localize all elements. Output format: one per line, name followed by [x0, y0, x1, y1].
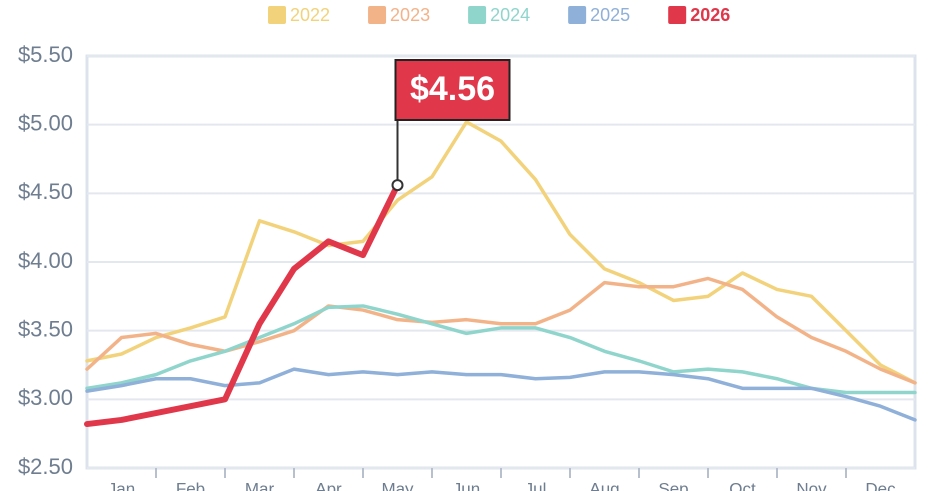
series-line — [85, 367, 917, 422]
x-tick-label: Aug — [589, 479, 619, 491]
x-tick-label: Feb — [176, 479, 205, 491]
y-tick-label: $4.00 — [18, 248, 73, 273]
legend-swatch — [368, 6, 387, 24]
series-line — [84, 182, 401, 428]
x-tick-label: Dec — [865, 479, 896, 491]
x-tick-label: Apr — [315, 479, 342, 491]
y-tick-label: $2.50 — [18, 454, 73, 479]
x-tick-label: Nov — [796, 479, 827, 491]
legend-label: 2026 — [690, 5, 730, 25]
annotation-box — [394, 59, 511, 121]
legend-label: 2025 — [590, 5, 630, 25]
y-tick-label: $4.50 — [18, 179, 73, 204]
y-tick-label: $3.00 — [18, 385, 73, 410]
legend-swatch — [568, 6, 587, 24]
y-tick-label: $5.50 — [18, 42, 73, 67]
x-tick-label: Jan — [108, 479, 135, 491]
series-line — [85, 120, 917, 385]
x-tick-label: Sep — [658, 479, 688, 491]
annotation-marker — [391, 179, 404, 192]
series-line — [85, 304, 917, 395]
legend-swatch — [668, 6, 687, 24]
legend-label: 2023 — [390, 5, 430, 25]
legend: 2022 2023 2024 2025 2026 — [268, 5, 730, 25]
x-tick-label: Jun — [453, 479, 480, 491]
legend-label: 2024 — [490, 5, 530, 25]
y-tick-label: $3.50 — [18, 316, 73, 341]
legend-swatch — [268, 6, 286, 24]
x-tick-label: May — [381, 479, 414, 491]
legend-swatch — [468, 6, 487, 24]
x-tick-label: Mar — [245, 479, 275, 491]
y-tick-label: $5.00 — [18, 110, 73, 135]
x-tick-label: Jul — [525, 479, 547, 491]
annotation-label: $4.56 — [410, 70, 495, 108]
x-tick-label: Oct — [729, 479, 756, 491]
legend-label: 2022 — [290, 5, 330, 25]
